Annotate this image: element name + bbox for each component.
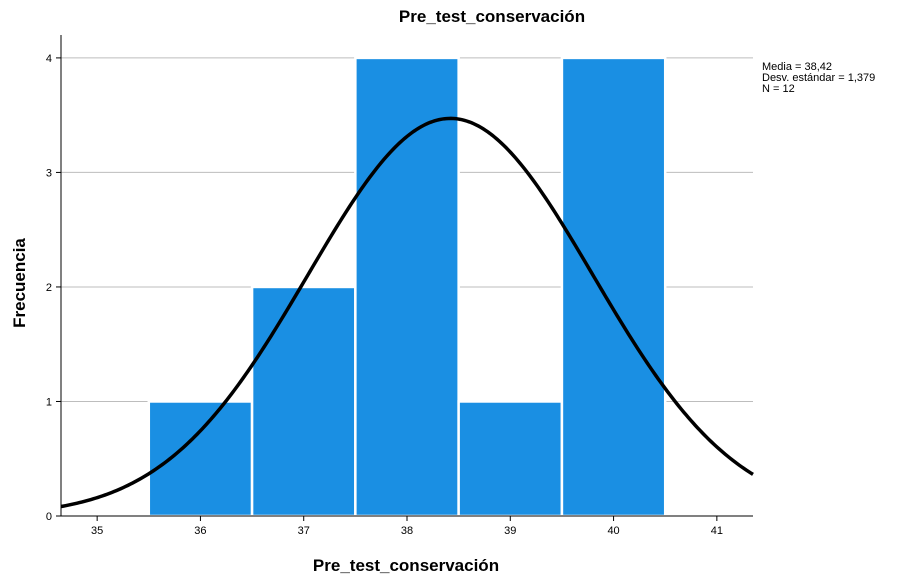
x-tick-label-36: 36 xyxy=(194,525,206,537)
y-tick-label-1: 1 xyxy=(46,396,52,408)
normal-curve xyxy=(60,116,754,509)
x-tick-label-39: 39 xyxy=(504,525,516,537)
bar-36 xyxy=(147,400,254,518)
x-tick-label-35: 35 xyxy=(91,525,103,537)
x-tick-label-38: 38 xyxy=(401,525,413,537)
y-tick-label-3: 3 xyxy=(46,167,52,179)
bar-39 xyxy=(457,400,564,518)
bar-38 xyxy=(354,56,460,518)
x-tick-label-37: 37 xyxy=(298,525,310,537)
stats-line-2: N = 12 xyxy=(762,83,795,95)
normal-curve-layer xyxy=(60,116,754,509)
x-axis-label: Pre_test_conservación xyxy=(313,556,499,575)
stats-line-1: Desv. estándar = 1,379 xyxy=(762,72,875,84)
x-tick-label-41: 41 xyxy=(711,525,723,537)
y-tick-label-0: 0 xyxy=(46,511,52,523)
y-tick-label-4: 4 xyxy=(46,53,52,65)
chart-title: Pre_test_conservación xyxy=(399,7,585,26)
y-tick-label-2: 2 xyxy=(46,282,52,294)
x-tick-label-40: 40 xyxy=(607,525,619,537)
bar-40 xyxy=(560,56,667,518)
stats-line-0: Media = 38,42 xyxy=(762,61,832,73)
y-axis-label: Frecuencia xyxy=(10,238,29,328)
bar-37 xyxy=(250,285,357,518)
